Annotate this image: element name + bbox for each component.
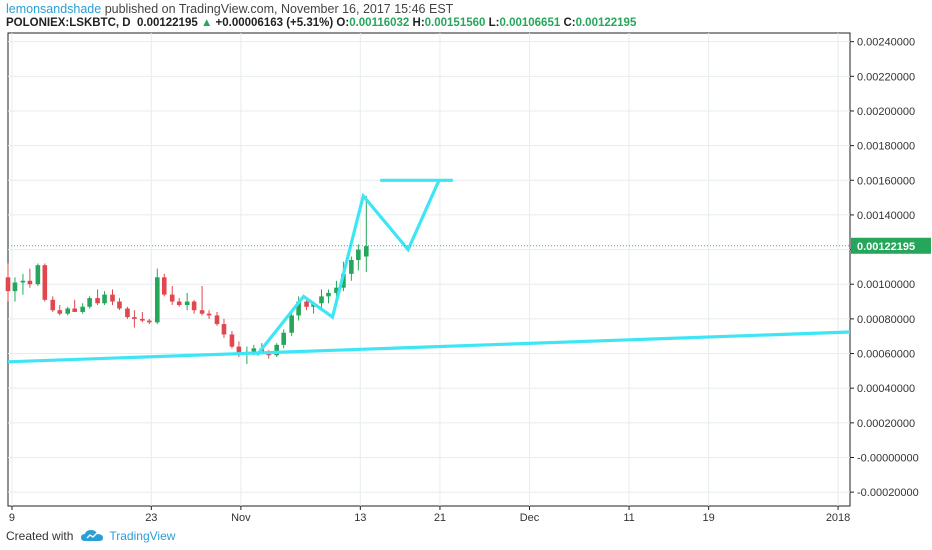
candle-body (57, 310, 63, 314)
candle-body (356, 249, 361, 260)
x-tick-label: 13 (354, 512, 366, 524)
x-tick-label: Dec (520, 512, 540, 524)
y-tick-label: -0.00000000 (857, 452, 919, 464)
candle-body (27, 280, 33, 285)
candle-body (87, 298, 92, 307)
y-tick-label: 0.00040000 (857, 383, 915, 395)
candle-body (229, 334, 235, 347)
candle-body (35, 265, 41, 285)
candle-body (251, 348, 257, 352)
ohlc-legend: POLONIEX:LSKBTC, D 0.00122195 ▲ +0.00006… (6, 17, 636, 29)
candle-body (169, 294, 175, 302)
candle-body (117, 301, 122, 309)
close-label: C: (563, 17, 576, 29)
candle-body (206, 313, 212, 316)
polyline-drawing[interactable] (255, 179, 441, 357)
candle-body (199, 310, 205, 314)
low-label: L: (488, 17, 500, 29)
candle-body (281, 332, 286, 345)
x-tick-label: 23 (145, 512, 157, 524)
y-tick-label: 0.00200000 (857, 106, 915, 118)
current-price-tag (851, 237, 931, 254)
current-price-label: 0.00122195 (857, 241, 915, 253)
candle-body (95, 298, 100, 304)
candle-body (191, 301, 197, 311)
candle-body (42, 265, 48, 300)
y-tick-label: 0.00240000 (857, 37, 915, 49)
y-tick-label: 0.00060000 (857, 349, 915, 361)
candle-body (296, 301, 301, 316)
candle-body (341, 273, 346, 288)
close-value: 0.00122195 (575, 17, 637, 29)
price-change: +0.00006163 (+5.31%) (215, 17, 334, 29)
created-with-label: Created with (6, 529, 74, 543)
candle-body (289, 315, 294, 333)
plot-frame (7, 32, 851, 507)
x-tick-label: 9 (9, 512, 15, 524)
y-tick-label: 0.00220000 (857, 71, 915, 83)
candle-body (5, 277, 11, 292)
candle-body (214, 315, 220, 325)
candle-body (349, 259, 354, 274)
x-tick-label: 19 (703, 512, 715, 524)
candle-body (221, 324, 227, 335)
tradingview-cloud-icon (81, 530, 104, 541)
trendline-drawing[interactable] (7, 330, 851, 364)
x-tick-label: 21 (434, 512, 446, 524)
candle-body (50, 299, 56, 311)
high-value: 0.00151560 (424, 17, 486, 29)
x-tick-label: Nov (231, 512, 251, 524)
candle-body (319, 296, 324, 304)
tradingview-brand-link[interactable]: TradingView (109, 529, 176, 543)
candle-body (102, 294, 107, 304)
candle-body (304, 301, 309, 307)
candle-body (12, 282, 18, 292)
candle-body (184, 301, 190, 306)
candle-body (72, 308, 77, 312)
high-label: H: (412, 17, 425, 29)
candle-body (110, 294, 115, 302)
last-price: 0.00122195 (136, 17, 198, 29)
candle-body (334, 287, 339, 293)
y-tick-label: 0.00140000 (857, 210, 915, 222)
candle-body (326, 292, 331, 297)
open-label: O: (336, 17, 350, 29)
x-tick-label: 2018 (826, 512, 850, 524)
candle-body (274, 344, 280, 356)
candle-body (132, 317, 137, 319)
published-text: published on TradingView.com, November 1… (101, 2, 454, 16)
candle-body (80, 306, 85, 312)
candle-body (147, 320, 152, 323)
candle-body (176, 301, 182, 306)
publish-info: lemonsandshade published on TradingView.… (6, 2, 453, 16)
candle-body (125, 308, 130, 318)
y-tick-label: 0.00020000 (857, 418, 915, 430)
y-tick-label: 0.00080000 (857, 314, 915, 326)
symbol-label: POLONIEX:LSKBTC, D (6, 17, 131, 29)
candle-body (161, 277, 167, 295)
candle-body (65, 308, 71, 314)
y-tick-label: -0.00020000 (857, 487, 919, 499)
candle-body (20, 280, 26, 283)
candle-body (266, 353, 272, 356)
open-value: 0.00116032 (349, 17, 410, 29)
candle-body (140, 318, 145, 321)
triangle-up-icon: ▲ (200, 17, 213, 29)
candle-body (363, 246, 369, 257)
candle-body (236, 346, 242, 354)
low-value: 0.00106651 (499, 17, 561, 29)
footer: Created with TradingView (6, 529, 175, 543)
y-tick-label: 0.00180000 (857, 141, 915, 153)
y-tick-label: 0.00160000 (857, 175, 915, 187)
candle-body (154, 277, 160, 323)
x-tick-label: 11 (623, 512, 634, 524)
y-tick-label: 0.00100000 (857, 279, 915, 291)
author-link[interactable]: lemonsandshade (6, 2, 102, 16)
